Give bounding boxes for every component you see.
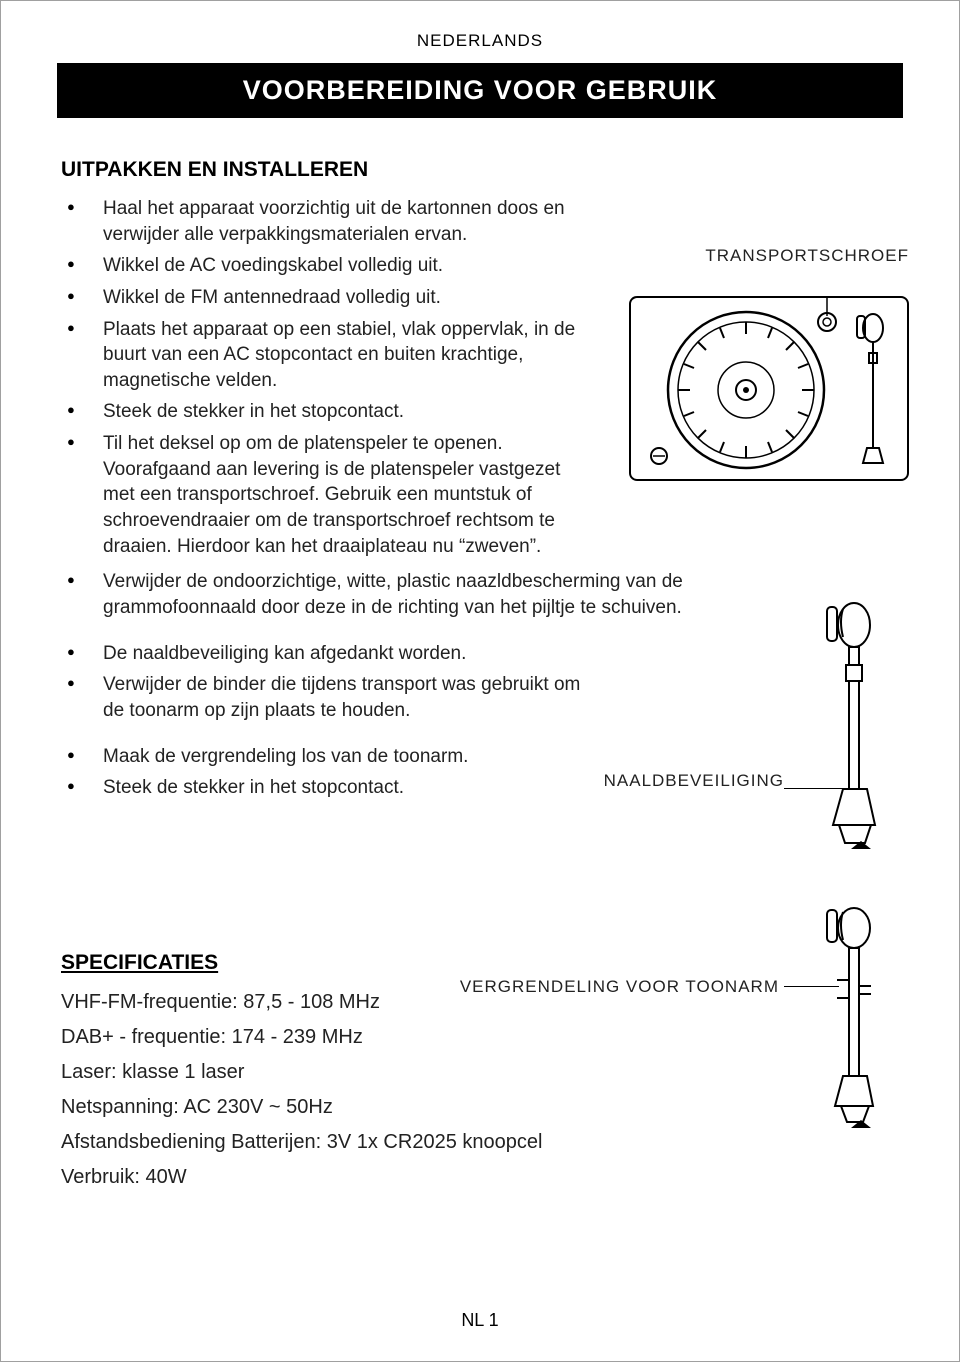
page-footer: NL 1 [1, 1310, 959, 1331]
spec-line: Verbruik: 40W [61, 1160, 909, 1195]
turntable-icon [631, 298, 911, 483]
list-item: Verwijder de binder die tijdens transpor… [61, 672, 591, 723]
language-header: NEDERLANDS [51, 31, 909, 51]
list-item: Til het deksel op om de platenspeler te … [61, 431, 591, 559]
list-item: Haal het apparaat voorzichtig uit de kar… [61, 196, 591, 247]
tonearm-icon [809, 601, 889, 861]
list-item: De naaldbeveiliging kan afgedankt worden… [61, 641, 741, 667]
label-naaldbeveiliging: NAALDBEVEILIGING [604, 771, 784, 791]
tonearm-lock-icon [809, 906, 889, 1136]
list-item: Maak de vergrendeling los van de toonarm… [61, 744, 741, 770]
spec-line: Netspanning: AC 230V ~ 50Hz [61, 1090, 909, 1125]
content-area: Haal het apparaat voorzichtig uit de kar… [51, 196, 909, 1195]
spec-line: Afstandsbediening Batterijen: 3V 1x CR20… [61, 1125, 909, 1160]
page: NEDERLANDS VOORBEREIDING VOOR GEBRUIK UI… [0, 0, 960, 1362]
page-title: VOORBEREIDING VOOR GEBRUIK [57, 63, 903, 118]
spec-line: DAB+ - frequentie: 174 - 239 MHz [61, 1020, 909, 1055]
spec-line: Laser: klasse 1 laser [61, 1055, 909, 1090]
list-item: Plaats het apparaat op een stabiel, vlak… [61, 317, 591, 394]
label-vergrendeling: VERGRENDELING VOOR TOONARM [460, 976, 779, 998]
list-item: Wikkel de AC voedingskabel volledig uit. [61, 253, 591, 279]
turntable-figure [629, 296, 909, 481]
tonearm-figure-1 [809, 601, 889, 866]
list-item: Verwijder de ondoorzichtige, witte, plas… [61, 569, 741, 620]
tonearm-figure-2 [809, 906, 889, 1141]
list-item: Wikkel de FM antennedraad volledig uit. [61, 285, 591, 311]
list-item: Steek de stekker in het stopcontact. [61, 399, 591, 425]
section-title: UITPAKKEN EN INSTALLEREN [61, 158, 909, 182]
instruction-list: Haal het apparaat voorzichtig uit de kar… [61, 196, 909, 801]
label-transportschroef: TRANSPORTSCHROEF [705, 246, 909, 266]
specs-title: SPECIFICATIES [61, 951, 909, 975]
